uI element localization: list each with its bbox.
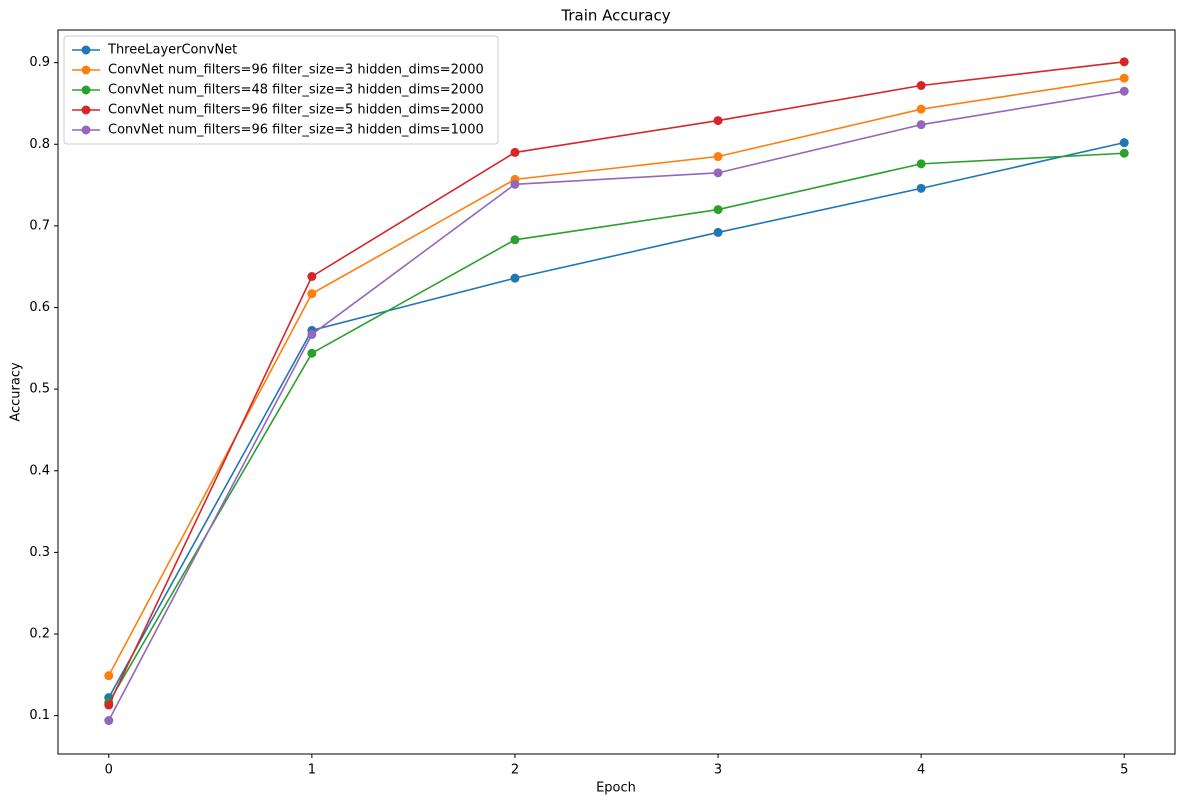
data-point bbox=[307, 272, 317, 282]
legend-label: ConvNet num_filters=96 filter_size=3 hid… bbox=[108, 123, 484, 138]
chart-title: Train Accuracy bbox=[560, 7, 670, 25]
data-point bbox=[916, 159, 926, 169]
legend-box bbox=[63, 35, 499, 145]
data-point bbox=[1119, 138, 1129, 148]
data-point bbox=[1119, 148, 1129, 158]
x-tick-label: 1 bbox=[308, 763, 316, 778]
legend-marker bbox=[81, 45, 91, 55]
data-point bbox=[510, 179, 520, 189]
series-line bbox=[108, 90, 1125, 721]
legend-marker bbox=[81, 65, 91, 75]
y-tick-label: 0.7 bbox=[29, 218, 50, 233]
y-axis-label: Accuracy bbox=[9, 362, 24, 422]
data-point bbox=[713, 205, 723, 215]
data-point bbox=[307, 329, 317, 339]
legend-label: ConvNet num_filters=96 filter_size=3 hid… bbox=[108, 63, 484, 78]
legend-label: ConvNet num_filters=48 filter_size=3 hid… bbox=[108, 83, 484, 98]
data-point bbox=[1119, 86, 1129, 96]
data-point bbox=[1119, 73, 1129, 83]
y-tick-label: 0.6 bbox=[29, 300, 50, 315]
data-point bbox=[916, 81, 926, 91]
series-line bbox=[108, 141, 1125, 699]
data-point bbox=[104, 716, 114, 726]
legend-marker bbox=[81, 85, 91, 95]
legend-marker bbox=[81, 125, 91, 135]
y-tick-label: 0.1 bbox=[29, 708, 50, 723]
x-tick-label: 5 bbox=[1120, 763, 1128, 778]
y-tick-label: 0.3 bbox=[29, 545, 50, 560]
data-point bbox=[307, 289, 317, 299]
data-point bbox=[916, 183, 926, 193]
data-point bbox=[916, 104, 926, 114]
series-line bbox=[108, 77, 1125, 677]
data-point bbox=[713, 227, 723, 237]
data-point bbox=[1119, 57, 1129, 67]
y-tick-label: 0.9 bbox=[29, 55, 50, 70]
data-point bbox=[510, 147, 520, 157]
x-tick-label: 4 bbox=[917, 763, 925, 778]
data-point bbox=[104, 671, 114, 681]
data-point bbox=[104, 700, 114, 710]
data-point bbox=[307, 348, 317, 358]
x-tick-label: 2 bbox=[511, 763, 519, 778]
x-tick-label: 3 bbox=[714, 763, 722, 778]
data-point bbox=[713, 116, 723, 126]
y-tick-label: 0.4 bbox=[29, 463, 50, 478]
legend-label: ConvNet num_filters=96 filter_size=5 hid… bbox=[108, 103, 484, 118]
y-tick-label: 0.2 bbox=[29, 627, 50, 642]
data-point bbox=[510, 235, 520, 245]
data-point bbox=[713, 168, 723, 178]
y-tick-label: 0.8 bbox=[29, 137, 50, 152]
series-line bbox=[108, 61, 1125, 706]
plot-frame bbox=[57, 29, 1176, 755]
x-tick-label: 0 bbox=[105, 763, 113, 778]
legend-marker bbox=[81, 105, 91, 115]
data-point bbox=[510, 273, 520, 283]
data-point bbox=[916, 120, 926, 130]
y-tick-label: 0.5 bbox=[29, 382, 50, 397]
x-axis-label: Epoch bbox=[596, 781, 636, 796]
legend-label: ThreeLayerConvNet bbox=[107, 43, 237, 58]
data-point bbox=[713, 152, 723, 162]
series-line bbox=[108, 152, 1125, 703]
